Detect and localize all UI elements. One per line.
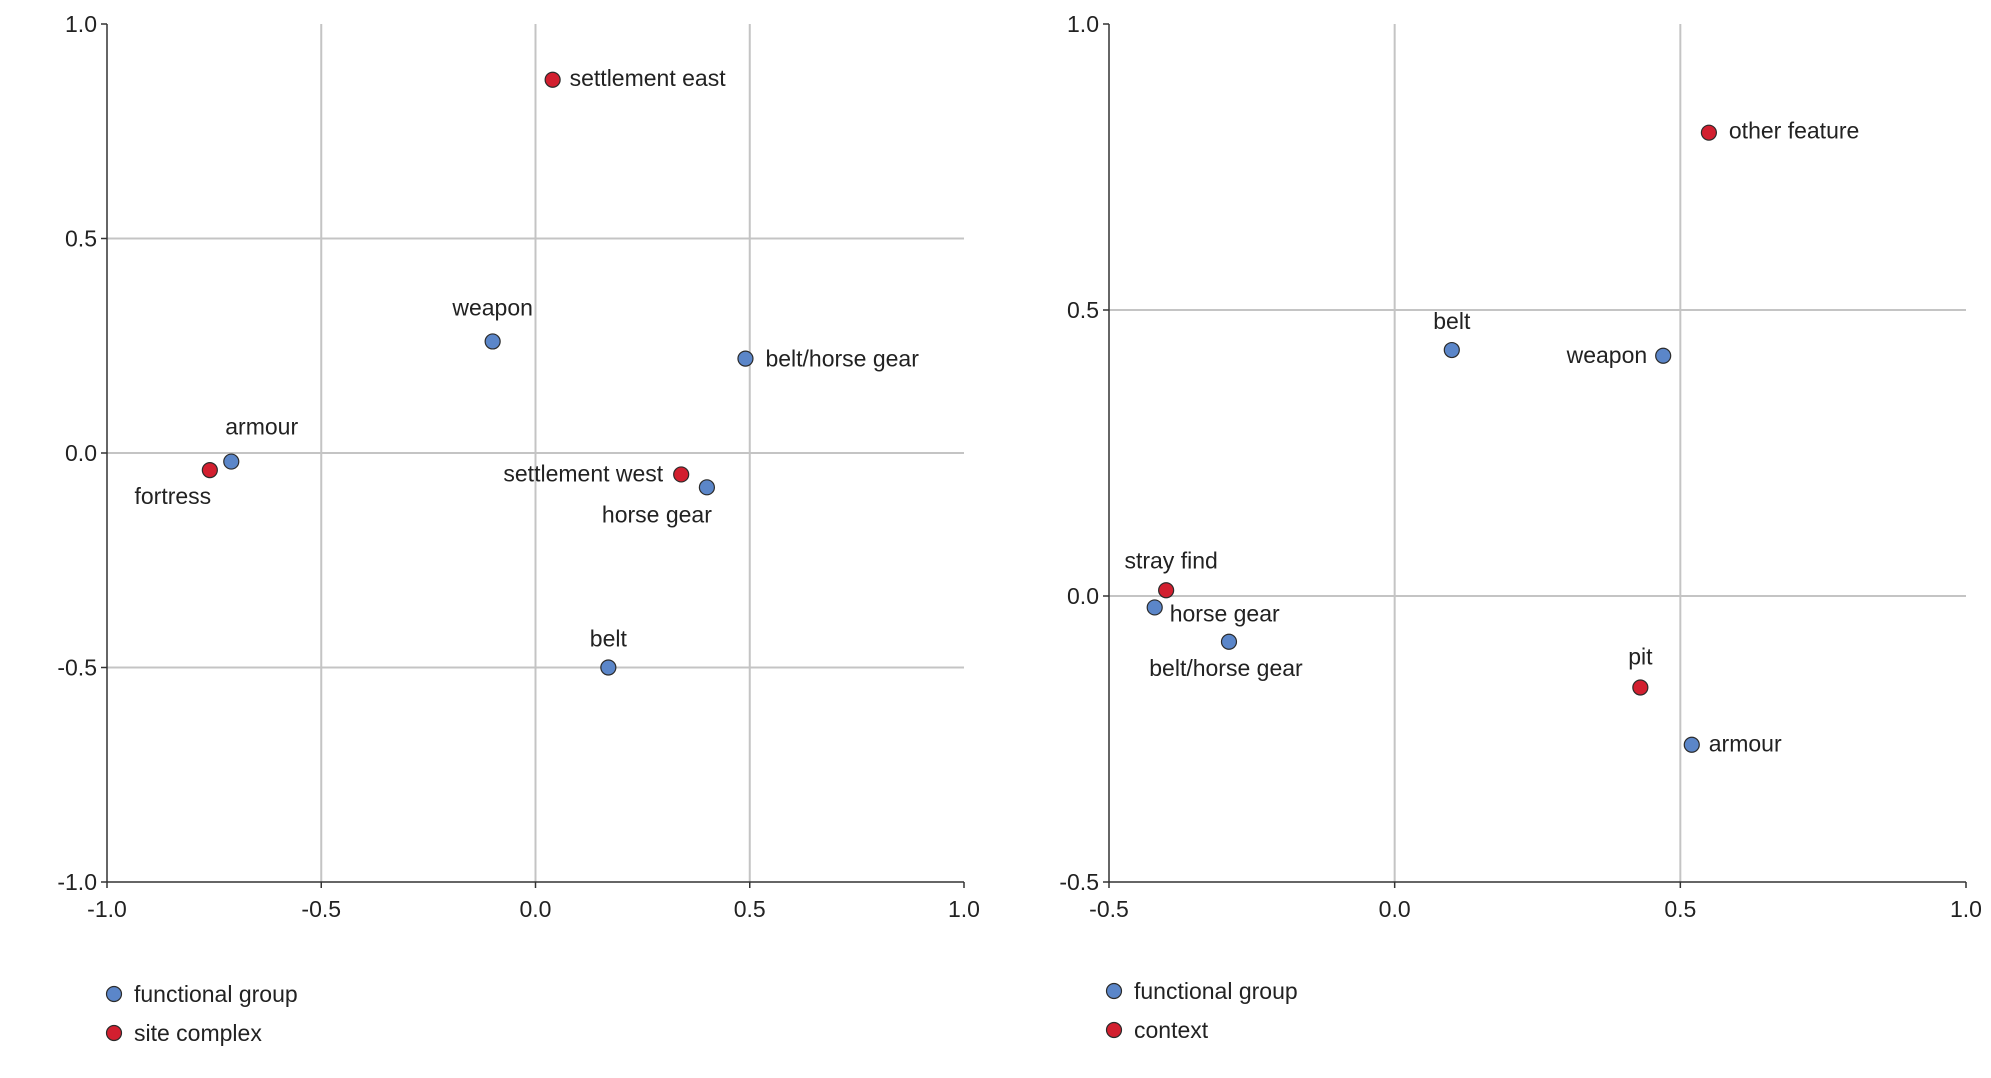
x-tick-label: -0.5 xyxy=(301,896,341,922)
legend: functional group site complex xyxy=(105,981,298,1046)
data-point xyxy=(484,333,501,350)
point-label: other feature xyxy=(1729,118,1859,144)
data-point xyxy=(673,466,690,483)
y-tick-label: 1.0 xyxy=(1067,11,1099,37)
legend-label: context xyxy=(1134,1017,1209,1043)
y-tick-label: 0.5 xyxy=(1067,297,1099,323)
legend-label: functional group xyxy=(134,981,298,1007)
data-point xyxy=(1700,124,1718,141)
x-tick-label: 0.5 xyxy=(734,896,766,922)
point-label: horse gear xyxy=(1170,600,1280,626)
legend-marker xyxy=(105,985,123,1003)
data-point xyxy=(1632,679,1649,696)
point-label: weapon xyxy=(1566,342,1648,368)
data-point xyxy=(1655,347,1672,364)
y-tick-label: -0.5 xyxy=(57,655,97,681)
x-tick-label: 0.5 xyxy=(1664,896,1696,922)
data-point xyxy=(223,453,240,470)
legend-label: functional group xyxy=(1134,978,1298,1004)
x-tick-label: 1.0 xyxy=(948,896,980,922)
data-point xyxy=(737,350,754,367)
y-tick-label: 0.5 xyxy=(65,226,97,252)
data-point xyxy=(544,71,561,88)
point-label: fortress xyxy=(134,483,211,509)
legend-label: site complex xyxy=(134,1020,262,1046)
data-point xyxy=(600,659,617,676)
point-label: settlement east xyxy=(570,65,727,91)
point-label: armour xyxy=(1709,731,1782,757)
point-label: belt/horse gear xyxy=(1149,655,1303,681)
chart-panel-2: -0.5 0.0 0.5 1.0 -0.5 0.0 0.5 1.0 belt weapon hors… xyxy=(1059,11,1982,1043)
data-point xyxy=(1683,736,1700,753)
x-tick-label: -0.5 xyxy=(1089,896,1129,922)
x-tick-label: 0.0 xyxy=(1379,896,1411,922)
data-point xyxy=(698,479,716,496)
data-point xyxy=(1146,599,1163,616)
y-tick-label: 0.0 xyxy=(65,440,97,466)
point-label: belt xyxy=(590,626,628,652)
point-label: armour xyxy=(225,414,298,440)
data-point xyxy=(1158,582,1175,599)
legend-marker xyxy=(1105,982,1123,1000)
data-point xyxy=(1443,341,1460,359)
x-tick-label: 0.0 xyxy=(520,896,552,922)
point-label: belt/horse gear xyxy=(765,346,919,372)
point-label: belt xyxy=(1433,308,1471,334)
y-tick-label: -0.5 xyxy=(1059,869,1099,895)
point-label: pit xyxy=(1628,644,1653,670)
point-label: weapon xyxy=(451,294,533,320)
point-label: stray find xyxy=(1124,547,1217,573)
y-tick-label: 0.0 xyxy=(1067,583,1099,609)
legend: functional group context xyxy=(1105,978,1298,1043)
chart-panel-1: -1.0 -0.5 0.0 0.5 1.0 -1.0 -0.5 0.0 0.5 1.0 weapon… xyxy=(57,11,980,1046)
x-tick-label: -1.0 xyxy=(87,896,127,922)
y-tick-label: 1.0 xyxy=(65,11,97,37)
legend-marker xyxy=(105,1024,123,1042)
data-point xyxy=(1220,633,1238,650)
data-point xyxy=(201,462,218,479)
y-tick-label: -1.0 xyxy=(57,869,97,895)
point-label: horse gear xyxy=(602,501,712,527)
legend-marker xyxy=(1105,1021,1123,1039)
point-label: settlement west xyxy=(503,460,663,486)
x-tick-label: 1.0 xyxy=(1950,896,1982,922)
